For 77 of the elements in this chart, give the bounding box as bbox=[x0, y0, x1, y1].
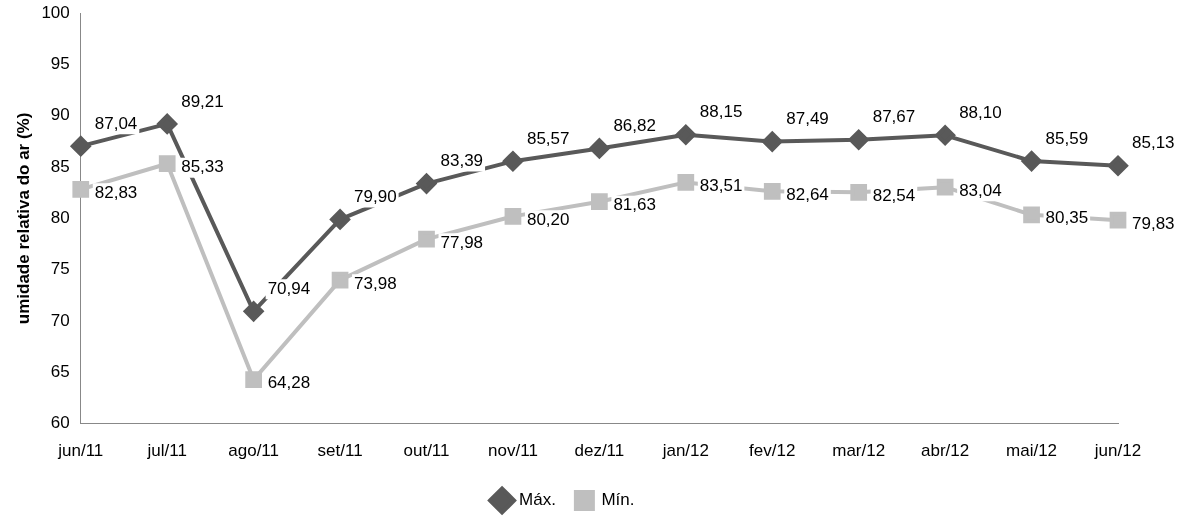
data-label: 87,67 bbox=[872, 107, 916, 127]
y-axis-title: umidade relativa do ar (%) bbox=[13, 112, 33, 325]
x-tick-label: mai/12 bbox=[1006, 441, 1058, 461]
x-tick-label: dez/11 bbox=[574, 441, 625, 461]
legend-label: Mín. bbox=[601, 490, 635, 510]
point bbox=[72, 181, 90, 198]
point bbox=[158, 155, 176, 173]
y-tick-label: 95 bbox=[50, 54, 70, 74]
y-tick-label: 65 bbox=[50, 361, 70, 381]
point bbox=[675, 124, 696, 145]
data-label: 64,28 bbox=[267, 373, 311, 393]
point bbox=[591, 193, 608, 211]
x-tick-label: set/11 bbox=[317, 441, 363, 461]
point bbox=[1023, 206, 1040, 224]
point bbox=[935, 125, 956, 146]
point bbox=[330, 209, 351, 230]
data-label: 86,82 bbox=[613, 116, 656, 136]
point bbox=[850, 183, 868, 201]
y-tick-label: 70 bbox=[50, 310, 70, 330]
data-label: 82,64 bbox=[786, 185, 829, 204]
point bbox=[762, 131, 783, 152]
data-label: 85,33 bbox=[181, 157, 224, 177]
data-label: 83,39 bbox=[440, 151, 484, 171]
x-tick-label: jul/11 bbox=[146, 441, 187, 461]
y-tick-label: 85 bbox=[50, 156, 70, 176]
data-label: 85,13 bbox=[1132, 133, 1175, 153]
point bbox=[936, 178, 954, 196]
y-tick-label: 90 bbox=[50, 105, 70, 125]
point bbox=[331, 271, 349, 289]
data-label: 80,20 bbox=[526, 210, 570, 230]
y-tick-label: 60 bbox=[50, 413, 70, 433]
point bbox=[677, 174, 695, 191]
data-label: 88,15 bbox=[699, 102, 743, 122]
point bbox=[157, 113, 178, 134]
data-label: 73,98 bbox=[354, 273, 397, 293]
data-label: 82,83 bbox=[94, 183, 138, 203]
x-tick-label: ago/11 bbox=[228, 441, 279, 461]
legend-label: Máx. bbox=[519, 490, 556, 510]
data-label: 89,21 bbox=[181, 91, 224, 111]
data-label: 85,59 bbox=[1045, 128, 1089, 148]
point bbox=[763, 182, 781, 200]
data-label: 77,98 bbox=[440, 232, 484, 252]
data-label: 85,57 bbox=[526, 128, 570, 148]
x-tick-label: nov/11 bbox=[488, 441, 538, 461]
x-tick-label: jan/12 bbox=[661, 441, 709, 461]
point bbox=[504, 207, 522, 225]
data-label: 79,90 bbox=[354, 187, 397, 207]
x-tick-label: abr/12 bbox=[921, 441, 970, 461]
point bbox=[243, 301, 264, 322]
point bbox=[848, 129, 869, 150]
point bbox=[1021, 151, 1042, 172]
x-tick-label: fev/12 bbox=[749, 441, 796, 461]
data-label: 88,10 bbox=[959, 102, 1002, 122]
point bbox=[70, 136, 91, 157]
data-label: 87,04 bbox=[94, 113, 138, 133]
data-label: 83,04 bbox=[959, 180, 1002, 200]
data-label: 83,51 bbox=[699, 176, 743, 196]
x-tick-label: mar/12 bbox=[832, 441, 886, 461]
point bbox=[1109, 211, 1127, 229]
point bbox=[245, 371, 262, 389]
point bbox=[589, 138, 610, 159]
data-label: 81,63 bbox=[613, 195, 656, 215]
point bbox=[1108, 155, 1128, 176]
y-tick-label: 75 bbox=[50, 259, 70, 279]
point bbox=[418, 230, 435, 248]
data-label: 79,83 bbox=[1132, 213, 1175, 233]
data-label: 70,94 bbox=[267, 279, 311, 299]
data-label: 80,35 bbox=[1045, 208, 1089, 228]
x-tick-label: jun/11 bbox=[57, 441, 104, 461]
x-tick-label: out/11 bbox=[403, 441, 450, 461]
data-label: 87,49 bbox=[786, 109, 829, 129]
x-tick-label: jun/12 bbox=[1093, 441, 1142, 461]
point bbox=[502, 151, 523, 172]
data-label: 82,54 bbox=[872, 186, 916, 206]
y-tick-label: 100 bbox=[41, 2, 70, 22]
point bbox=[416, 173, 437, 194]
y-tick-label: 80 bbox=[50, 208, 70, 228]
